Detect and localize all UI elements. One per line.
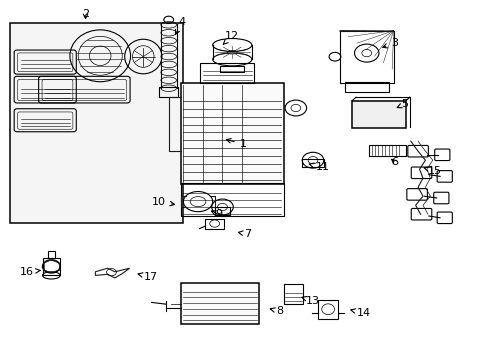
Text: 14: 14 (350, 308, 370, 318)
Text: 13: 13 (301, 296, 319, 306)
Text: 8: 8 (270, 306, 283, 316)
Text: 7: 7 (238, 229, 251, 239)
Bar (181, 83, 283, 184)
Bar (283, 284, 303, 304)
Text: 10: 10 (152, 197, 174, 207)
Bar (181, 183, 283, 216)
Text: 4: 4 (175, 17, 185, 34)
Bar (317, 300, 338, 319)
Bar (205, 219, 224, 229)
Text: 6: 6 (390, 157, 397, 167)
Bar (159, 87, 178, 97)
Text: 12: 12 (223, 31, 239, 44)
Bar (368, 145, 405, 156)
Bar (42, 258, 60, 275)
Bar (302, 159, 323, 167)
Bar (10, 23, 183, 223)
Text: 15: 15 (423, 166, 441, 176)
Bar (351, 101, 405, 128)
Bar (181, 283, 259, 324)
Text: 3: 3 (382, 38, 397, 48)
Bar (215, 207, 229, 215)
Bar (200, 63, 254, 83)
Bar (220, 66, 244, 72)
Text: 1: 1 (226, 139, 246, 149)
Text: 11: 11 (308, 162, 329, 172)
Text: 5: 5 (396, 99, 407, 109)
Bar (344, 82, 388, 92)
Text: 2: 2 (82, 9, 89, 19)
Bar (48, 251, 55, 258)
Text: 9: 9 (211, 209, 222, 219)
Bar (339, 31, 393, 83)
Text: 17: 17 (138, 272, 158, 282)
Text: 16: 16 (20, 267, 40, 277)
